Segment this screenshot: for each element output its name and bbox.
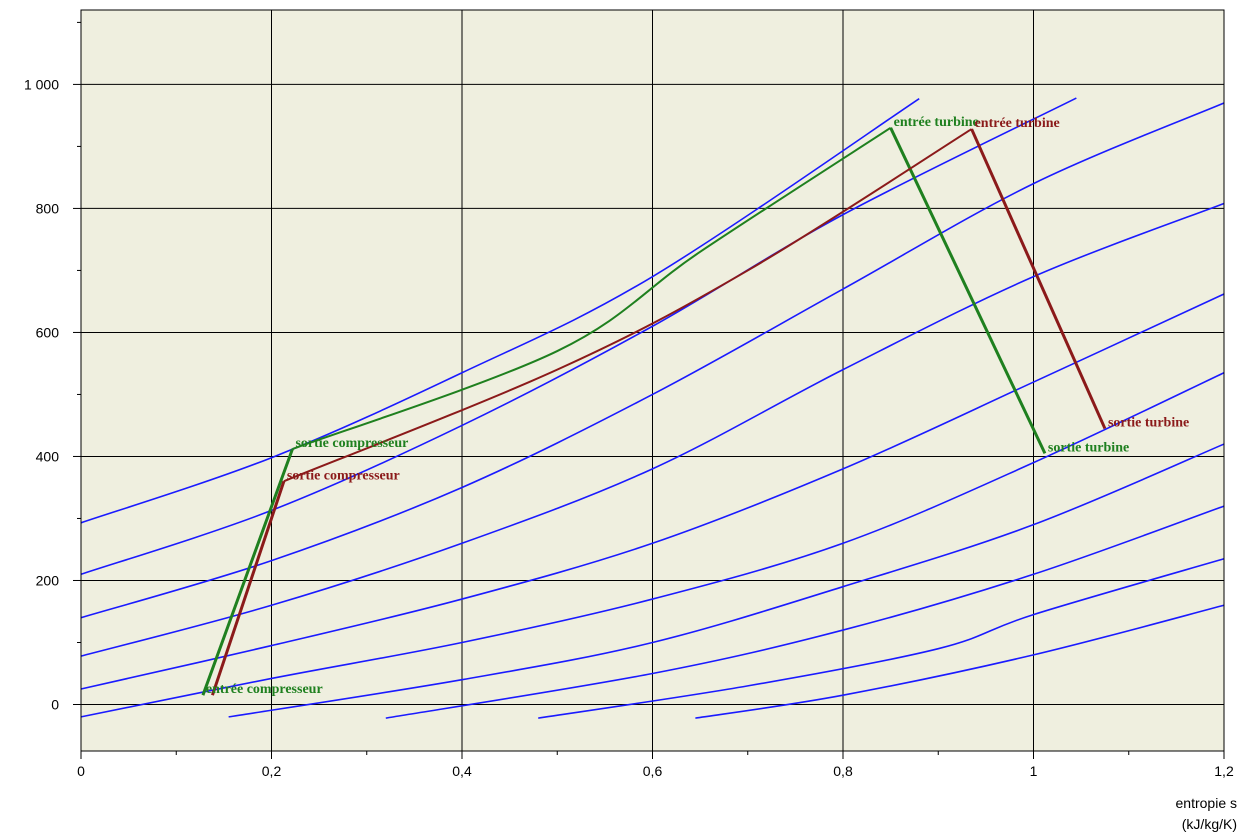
cycle-series — [201, 126, 1107, 696]
x-tick-label: 1 — [1030, 763, 1038, 779]
isobar-line — [385, 505, 1225, 719]
y-axis-ticks: 0 200 400 600 800 1 000 — [24, 21, 81, 712]
x-tick-label: 0,6 — [643, 763, 663, 779]
isobar-line — [695, 604, 1225, 719]
isobar-line — [228, 443, 1225, 718]
cycle-heating-line — [283, 128, 973, 483]
x-axis-ticks: 0 0,2 0,4 0,6 0,8 1 1,2 — [77, 751, 1234, 779]
cycle-heating-line — [292, 126, 892, 450]
y-tick-label: 0 — [51, 696, 59, 712]
x-tick-label: 1,2 — [1214, 763, 1234, 779]
y-tick-label: 800 — [36, 200, 60, 216]
grid-lines — [80, 10, 1225, 751]
y-tick-label: 200 — [36, 572, 60, 588]
cycle-point-label: sortie turbine — [1048, 440, 1129, 455]
x-tick-label: 0,8 — [833, 763, 853, 779]
cycle-point-labels: entrée compresseur sortie compresseur entr… — [206, 115, 1189, 697]
cycle-expansion-line — [889, 127, 1047, 455]
isobar-line — [80, 372, 1225, 718]
cycle-expansion-line — [970, 128, 1107, 430]
isobar-line — [80, 202, 1225, 657]
isobar-line — [80, 97, 1077, 576]
isobar-line — [80, 293, 1225, 690]
cycle-compression-line — [201, 448, 294, 696]
y-tick-label: 1 000 — [24, 76, 59, 92]
cycle-point-label: entrée turbine — [894, 115, 979, 130]
x-tick-label: 0,4 — [452, 763, 472, 779]
x-tick-label: 0,2 — [262, 763, 282, 779]
isobar-curves — [80, 97, 1225, 719]
cycle-compression-line — [211, 480, 286, 696]
isobar-line — [80, 102, 1225, 619]
cycle-point-label: sortie compresseur — [295, 436, 408, 451]
cycle-point-label: entrée compresseur — [206, 682, 323, 697]
isobar-line — [80, 98, 920, 524]
x-axis-title-line2: (kJ/kg/K) — [1182, 816, 1237, 832]
cycle-point-label: sortie turbine — [1108, 416, 1189, 431]
isobar-line — [538, 558, 1225, 719]
cycle-point-label: sortie compresseur — [287, 468, 400, 483]
x-axis-title-line1: entropie s — [1176, 795, 1237, 811]
cycle-point-label: entrée turbine — [975, 116, 1060, 131]
y-tick-label: 600 — [36, 324, 60, 340]
x-tick-label: 0 — [77, 763, 85, 779]
y-tick-label: 400 — [36, 448, 60, 464]
